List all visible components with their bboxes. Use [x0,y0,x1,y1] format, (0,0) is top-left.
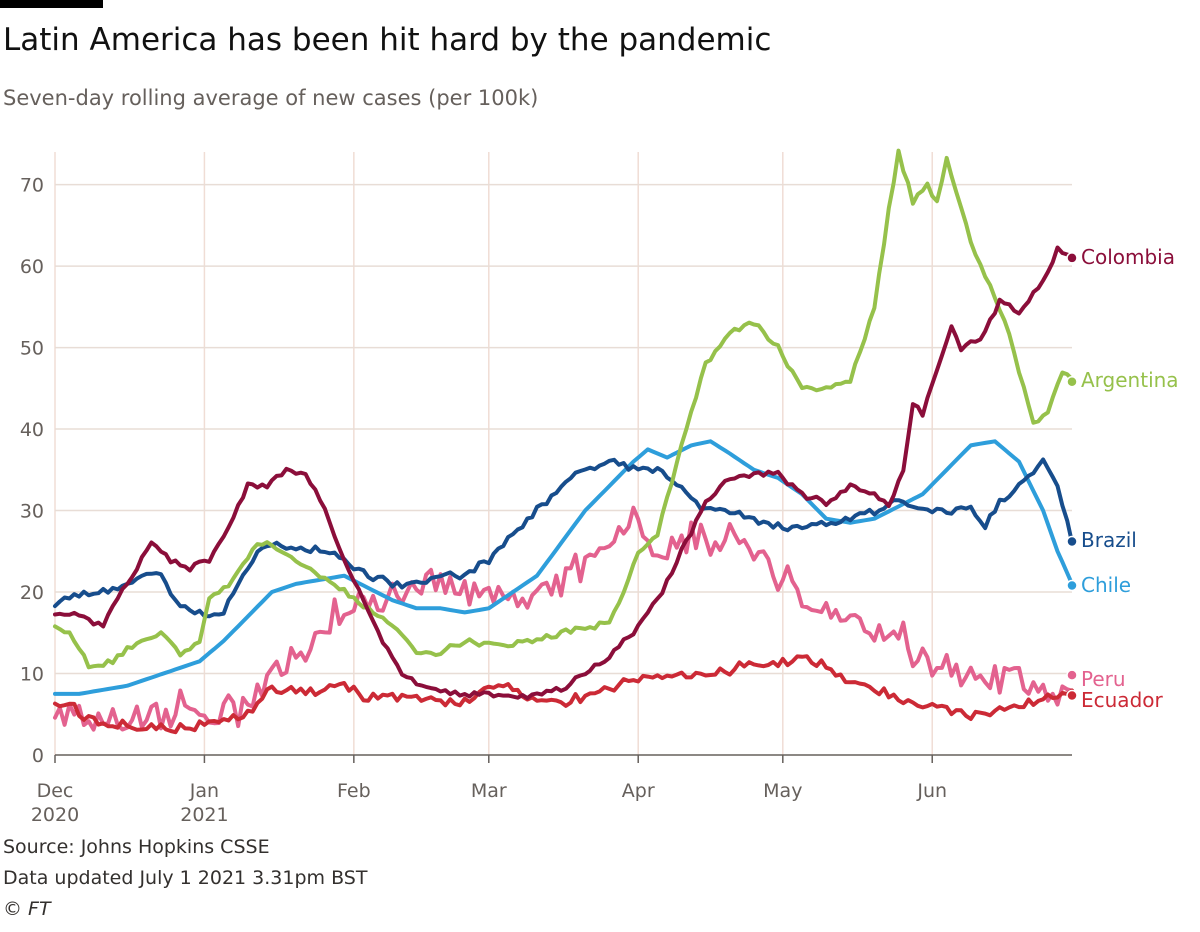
end-marker-chile [1066,579,1078,592]
series-label-colombia: Colombia [1081,245,1175,269]
series-lines [53,148,1074,735]
x-tick-label: Jun [916,780,947,802]
series-line-brazil [53,457,1074,619]
source-note: Source: Johns Hopkins CSSE [3,836,270,858]
series-label-ecuador: Ecuador [1081,688,1163,712]
end-marker-colombia [1066,252,1078,264]
brand-bar [0,0,103,8]
chart-title: Latin America has been hit hard by the p… [3,22,772,58]
end-marker-ecuador [1066,689,1078,702]
x-tick-label-year: 2020 [31,804,79,826]
x-tick-label: Feb [337,780,371,802]
series-line-colombia [53,245,1074,701]
x-tick-label: Dec [37,780,74,802]
y-tick-label: 30 [20,501,44,523]
end-marker-argentina [1066,376,1078,388]
series-line-ecuador [53,654,1074,735]
x-tick-label: Jan [189,780,219,802]
series-label-argentina: Argentina [1081,368,1179,392]
series-line-argentina [53,148,1074,670]
series-label-peru: Peru [1081,667,1126,691]
series-label-chile: Chile [1081,573,1131,597]
updated-note: Data updated July 1 2021 3.31pm BST [3,867,368,889]
x-tick-label: Mar [471,780,507,802]
chart-subtitle: Seven-day rolling average of new cases (… [3,86,539,110]
x-gridlines [54,152,933,755]
y-tick-label: 10 [20,664,44,686]
y-tick-label: 20 [20,582,44,604]
end-marker-brazil [1066,535,1078,548]
series-line-chile [53,439,1074,696]
y-tick-label: 70 [20,175,44,197]
x-tick-label: Apr [622,780,655,802]
end-marker-peru [1066,669,1078,681]
series-line-peru [53,505,1074,732]
copyright-note: © FT [3,898,51,920]
x-tick-label: May [763,780,802,802]
y-tick-label: 0 [32,745,44,767]
x-tick-label-year: 2021 [180,804,228,826]
y-tick-label: 60 [20,256,44,278]
series-label-brazil: Brazil [1081,528,1137,552]
y-tick-label: 50 [20,338,44,360]
y-axis: 0 10 20 30 40 50 60 70 [20,175,44,767]
y-tick-label: 40 [20,419,44,441]
